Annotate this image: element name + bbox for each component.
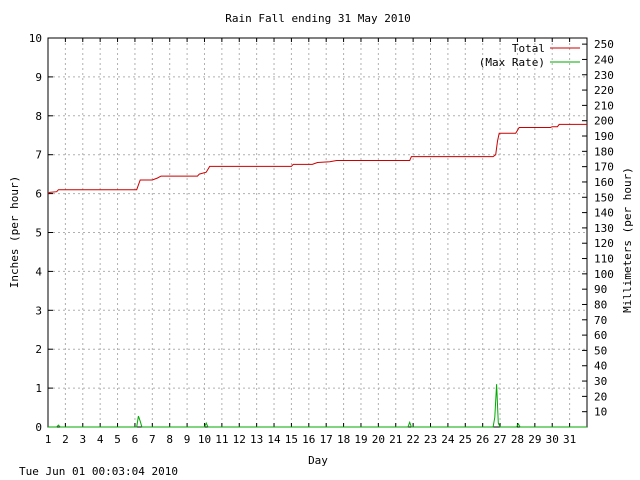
- y-left-tick-label: 0: [35, 421, 42, 434]
- y-axis-left-label: Inches (per hour): [8, 176, 21, 289]
- x-tick-label: 6: [132, 433, 139, 446]
- x-tick-label: 3: [79, 433, 86, 446]
- y-right-tick-label: 90: [594, 283, 607, 296]
- y-left-tick-label: 4: [35, 265, 42, 278]
- x-axis-ticks: 1 2 3 4 5 6 7 8 9 10 11 12 13 14 15 16 17 18 19 20 21 22 23 24 2…: [45, 38, 576, 446]
- y-right-tick-label: 60: [594, 329, 607, 342]
- legend-label-total: Total: [512, 42, 545, 55]
- y-right-tick-label: 120: [594, 237, 614, 250]
- y-left-tick-label: 3: [35, 304, 42, 317]
- y-right-tick-label: 230: [594, 69, 614, 82]
- x-tick-label: 9: [184, 433, 191, 446]
- y-right-tick-label: 140: [594, 207, 614, 220]
- x-tick-label: 26: [476, 433, 489, 446]
- x-tick-label: 13: [250, 433, 263, 446]
- y-right-tick-label: 80: [594, 298, 607, 311]
- x-tick-label: 27: [493, 433, 506, 446]
- series-line-total: [47, 123, 587, 195]
- x-tick-label: 15: [285, 433, 298, 446]
- x-tick-label: 16: [302, 433, 315, 446]
- series-lines: [47, 123, 587, 428]
- x-tick-label: 10: [198, 433, 211, 446]
- y-right-tick-label: 110: [594, 253, 614, 266]
- y-right-tick-label: 10: [594, 406, 607, 419]
- x-tick-label: 24: [441, 433, 455, 446]
- y-left-tick-label: 10: [29, 32, 42, 45]
- x-tick-label: 23: [424, 433, 437, 446]
- x-tick-label: 29: [528, 433, 541, 446]
- y-left-tick-label: 6: [35, 188, 42, 201]
- y-right-tick-label: 190: [594, 130, 614, 143]
- x-tick-label: 19: [354, 433, 367, 446]
- y-right-tick-label: 150: [594, 191, 614, 204]
- y-right-tick-label: 40: [594, 360, 607, 373]
- y-left-tick-label: 2: [35, 343, 42, 356]
- y-right-tick-label: 20: [594, 390, 607, 403]
- x-tick-label: 28: [511, 433, 524, 446]
- x-tick-label: 5: [114, 433, 121, 446]
- x-tick-label: 4: [97, 433, 104, 446]
- y-left-tick-label: 7: [35, 149, 42, 162]
- x-tick-label: 25: [459, 433, 472, 446]
- y-axis-left-ticks: 0 1 2 3 4 5 6 7 8 9 10: [29, 32, 53, 434]
- x-tick-label: 22: [407, 433, 420, 446]
- y-right-tick-label: 250: [594, 38, 614, 51]
- y-right-tick-label: 210: [594, 99, 614, 112]
- y-right-tick-label: 160: [594, 176, 614, 189]
- y-left-tick-label: 8: [35, 110, 42, 123]
- legend-label-max-rate: (Max Rate): [479, 56, 545, 69]
- x-tick-label: 21: [389, 433, 402, 446]
- x-tick-label: 31: [563, 433, 576, 446]
- y-right-tick-label: 180: [594, 145, 614, 158]
- y-right-tick-label: 30: [594, 375, 607, 388]
- x-tick-label: 11: [215, 433, 228, 446]
- x-tick-label: 14: [267, 433, 281, 446]
- x-tick-label: 18: [337, 433, 350, 446]
- x-tick-label: 7: [149, 433, 156, 446]
- x-tick-label: 30: [546, 433, 559, 446]
- x-tick-label: 8: [166, 433, 173, 446]
- series-line-max-rate: [48, 384, 587, 428]
- y-right-tick-label: 240: [594, 53, 614, 66]
- y-right-tick-label: 220: [594, 84, 614, 97]
- x-tick-label: 20: [372, 433, 385, 446]
- y-left-tick-label: 5: [35, 227, 42, 240]
- footer-timestamp: Tue Jun 01 00:03:04 2010: [19, 465, 178, 478]
- chart-title: Rain Fall ending 31 May 2010: [225, 12, 410, 25]
- x-tick-label: 12: [233, 433, 246, 446]
- y-right-tick-label: 70: [594, 314, 607, 327]
- x-tick-label: 1: [45, 433, 52, 446]
- y-right-tick-label: 50: [594, 344, 607, 357]
- x-axis-label: Day: [308, 454, 328, 467]
- y-left-tick-label: 1: [35, 382, 42, 395]
- y-right-tick-label: 130: [594, 222, 614, 235]
- x-tick-label: 2: [62, 433, 69, 446]
- y-right-tick-label: 200: [594, 115, 614, 128]
- legend: Total (Max Rate): [479, 42, 580, 69]
- y-axis-right-ticks: 10 20 30 40 50 60 70 80 90 100 110 120 130 140 150 160 1…: [582, 38, 614, 419]
- grid-lines: [48, 38, 587, 427]
- y-left-tick-label: 9: [35, 71, 42, 84]
- y-axis-right-label: Millimeters (per hour): [621, 167, 634, 313]
- x-tick-label: 17: [320, 433, 333, 446]
- y-right-tick-label: 170: [594, 161, 614, 174]
- y-right-tick-label: 100: [594, 268, 614, 281]
